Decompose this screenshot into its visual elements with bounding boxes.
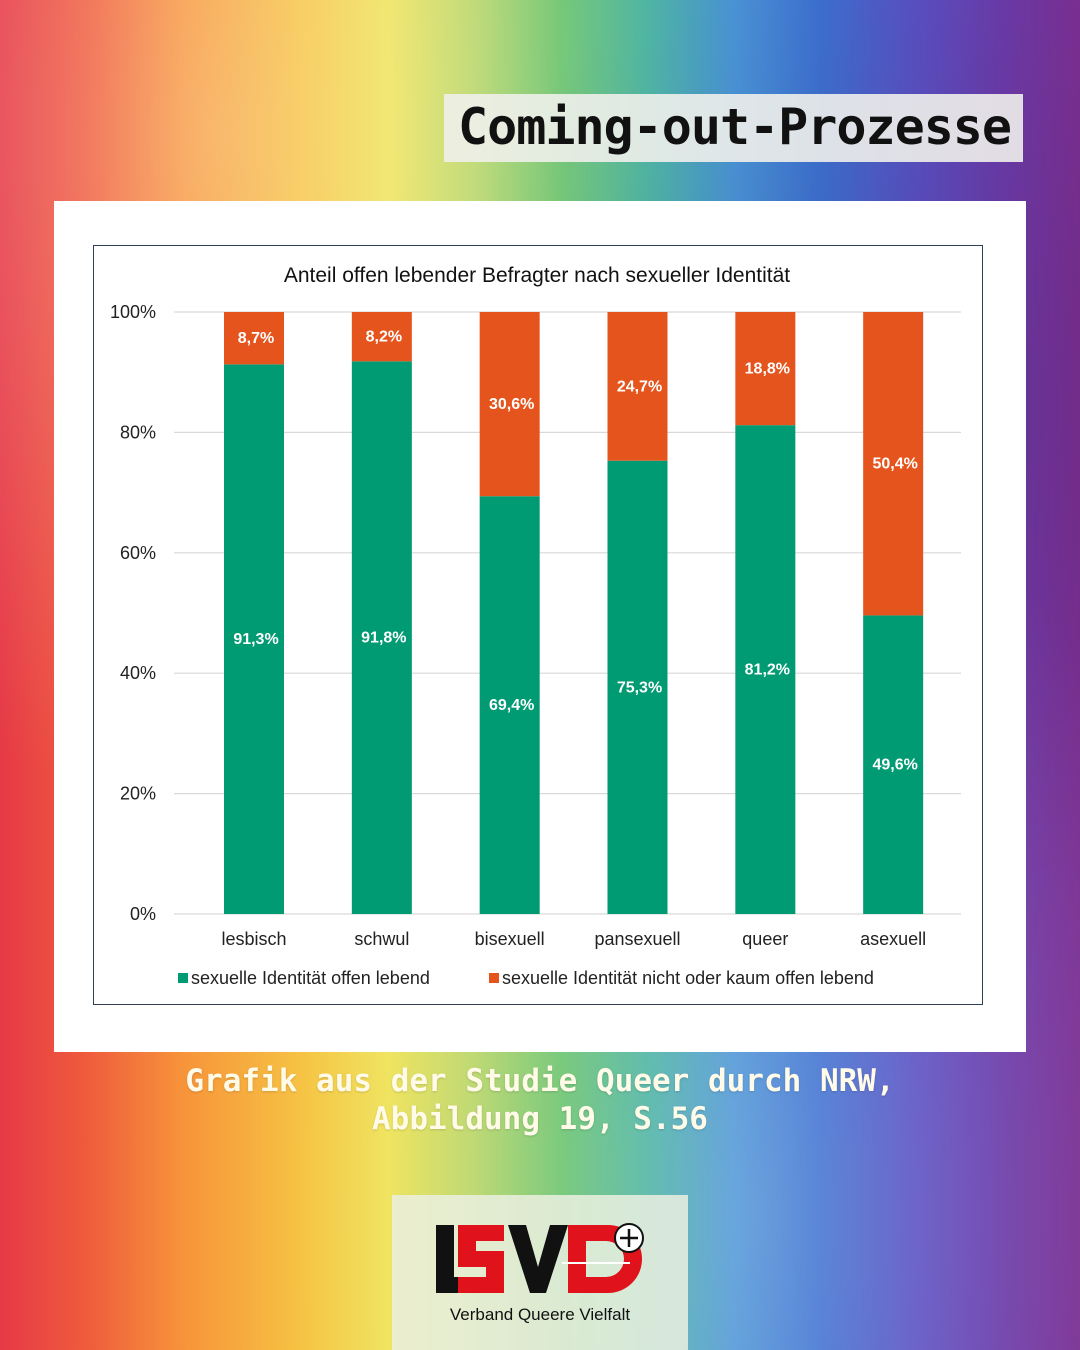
- legend-swatch-not-open: [489, 973, 499, 983]
- data-label: 49,6%: [872, 757, 917, 774]
- lsvd-logo-mark: [436, 1223, 644, 1293]
- legend-swatch-open: [178, 973, 188, 983]
- y-tick-label: 0%: [130, 904, 156, 924]
- title-banner: Coming-out-Prozesse: [444, 94, 1023, 162]
- data-label: 8,7%: [238, 330, 274, 347]
- y-tick-label: 80%: [120, 422, 156, 442]
- legend-label-not-open: sexuelle Identität nicht oder kaum offen…: [502, 968, 874, 988]
- data-label: 81,2%: [745, 662, 790, 679]
- bar-not-open: [735, 312, 796, 426]
- stacked-bar-chart: Anteil offen lebender Befragter nach sex…: [110, 264, 961, 988]
- data-label: 8,2%: [366, 329, 402, 346]
- bar-open: [735, 425, 796, 914]
- y-tick-label: 100%: [110, 302, 156, 322]
- logo-text: Verband Queere Vielfalt: [449, 1305, 631, 1324]
- data-label: 30,6%: [489, 396, 534, 413]
- bar-not-open: [224, 312, 284, 365]
- y-tick-label: 20%: [120, 784, 156, 804]
- x-tick-label: asexuell: [860, 929, 926, 949]
- data-label: 69,4%: [489, 697, 534, 714]
- data-label: 75,3%: [617, 679, 662, 696]
- bar-open: [479, 496, 540, 914]
- y-tick-label: 40%: [120, 663, 156, 683]
- page-title: Coming-out-Prozesse: [458, 98, 1012, 156]
- bar-open: [351, 361, 412, 914]
- bar-not-open: [351, 312, 412, 362]
- caption-line-2: Abbildung 19, S.56: [372, 1101, 708, 1137]
- x-tick-label: pansexuell: [594, 929, 680, 949]
- data-label: 91,8%: [361, 630, 406, 647]
- data-label: 50,4%: [872, 456, 917, 473]
- data-label: 18,8%: [745, 361, 790, 378]
- x-tick-label: lesbisch: [221, 929, 286, 949]
- chart-card: Anteil offen lebender Befragter nach sex…: [54, 201, 1026, 1052]
- data-label: 24,7%: [617, 378, 662, 395]
- data-label: 91,3%: [233, 631, 278, 648]
- chart-frame: Anteil offen lebender Befragter nach sex…: [93, 245, 983, 1005]
- caption: Grafik aus der Studie Queer durch NRW, A…: [0, 1062, 1080, 1138]
- logo: Verband Queere Vielfalt: [392, 1195, 688, 1350]
- y-tick-label: 60%: [120, 543, 156, 563]
- chart-title: Anteil offen lebender Befragter nach sex…: [284, 264, 790, 287]
- bar-not-open: [607, 312, 668, 461]
- bar-open: [224, 364, 284, 914]
- x-tick-label: queer: [742, 929, 788, 949]
- bar-not-open: [863, 312, 924, 616]
- bar-not-open: [479, 312, 540, 497]
- bar-open: [863, 615, 924, 914]
- legend-label-open: sexuelle Identität offen lebend: [191, 968, 430, 988]
- x-tick-label: bisexuell: [475, 929, 545, 949]
- bar-open: [607, 460, 668, 914]
- x-tick-label: schwul: [354, 929, 409, 949]
- caption-line-1: Grafik aus der Studie Queer durch NRW,: [185, 1063, 895, 1099]
